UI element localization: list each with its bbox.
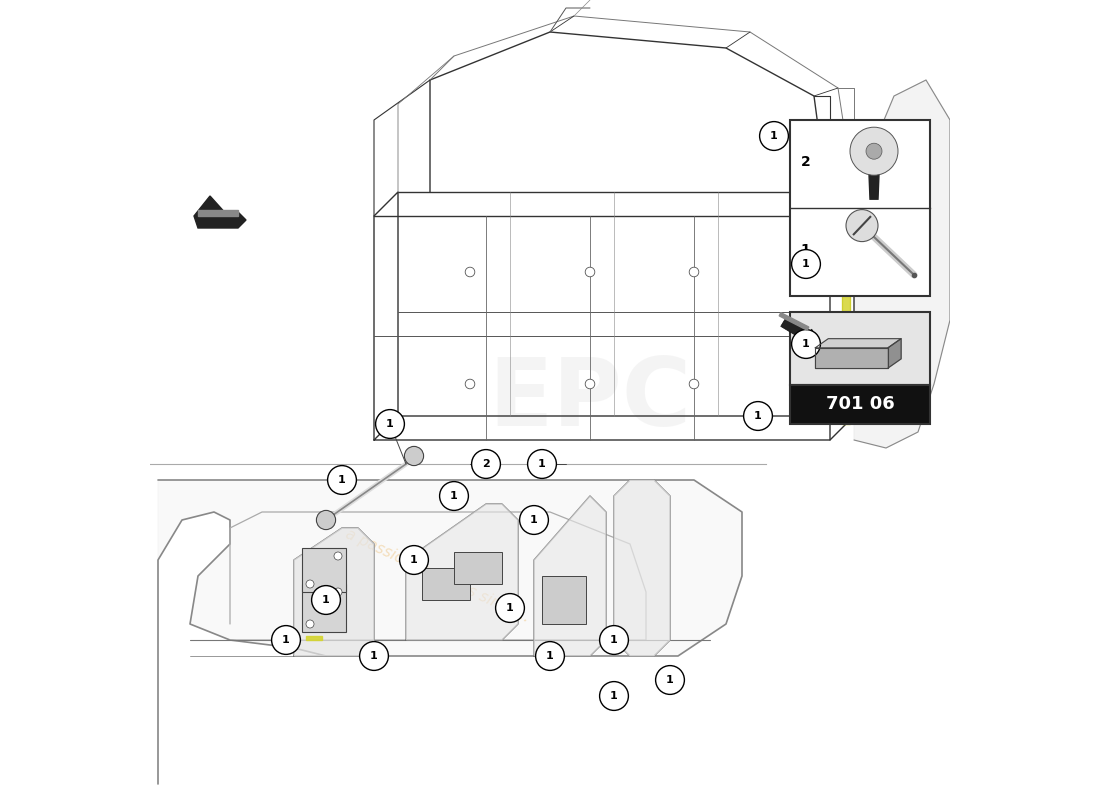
Text: 1: 1 bbox=[610, 691, 618, 701]
Text: 2: 2 bbox=[482, 459, 490, 469]
Text: 1: 1 bbox=[801, 243, 810, 258]
Circle shape bbox=[405, 446, 424, 466]
Text: 1: 1 bbox=[322, 595, 330, 605]
Text: 1: 1 bbox=[386, 419, 394, 429]
Circle shape bbox=[690, 267, 698, 277]
FancyBboxPatch shape bbox=[790, 312, 930, 385]
Text: 1: 1 bbox=[770, 131, 778, 141]
Circle shape bbox=[585, 379, 595, 389]
Circle shape bbox=[334, 552, 342, 560]
Circle shape bbox=[472, 450, 500, 478]
Circle shape bbox=[465, 267, 475, 277]
Circle shape bbox=[334, 588, 342, 596]
Circle shape bbox=[306, 620, 313, 628]
Polygon shape bbox=[614, 480, 670, 656]
Bar bbox=[454, 552, 502, 584]
Polygon shape bbox=[158, 480, 742, 784]
Text: 1: 1 bbox=[410, 555, 418, 565]
Circle shape bbox=[519, 506, 549, 534]
Text: 1: 1 bbox=[338, 475, 345, 485]
Circle shape bbox=[317, 510, 336, 530]
Text: a passion for parts since...: a passion for parts since... bbox=[343, 526, 532, 626]
Text: 1: 1 bbox=[802, 259, 810, 269]
Circle shape bbox=[272, 626, 300, 654]
FancyBboxPatch shape bbox=[790, 120, 930, 296]
FancyArrow shape bbox=[781, 318, 820, 344]
Polygon shape bbox=[194, 196, 246, 228]
Polygon shape bbox=[888, 338, 901, 368]
Text: 1: 1 bbox=[538, 459, 546, 469]
Polygon shape bbox=[854, 80, 950, 448]
FancyBboxPatch shape bbox=[790, 385, 930, 424]
Bar bbox=[302, 548, 346, 592]
Text: 1: 1 bbox=[506, 603, 514, 613]
Polygon shape bbox=[306, 636, 322, 640]
Polygon shape bbox=[815, 348, 888, 368]
Circle shape bbox=[792, 250, 821, 278]
Bar bbox=[542, 576, 586, 624]
Text: 701 06: 701 06 bbox=[826, 395, 894, 414]
Circle shape bbox=[600, 682, 628, 710]
Circle shape bbox=[399, 546, 428, 574]
Circle shape bbox=[528, 450, 557, 478]
Bar bbox=[302, 584, 346, 632]
Polygon shape bbox=[815, 338, 901, 348]
Wedge shape bbox=[850, 127, 898, 175]
Circle shape bbox=[328, 466, 356, 494]
Circle shape bbox=[585, 267, 595, 277]
Text: 1: 1 bbox=[802, 339, 810, 349]
Circle shape bbox=[656, 666, 684, 694]
Circle shape bbox=[846, 210, 878, 242]
Polygon shape bbox=[868, 159, 880, 199]
Circle shape bbox=[744, 402, 772, 430]
Text: EPC: EPC bbox=[488, 354, 692, 446]
Text: 1: 1 bbox=[370, 651, 378, 661]
Circle shape bbox=[306, 580, 313, 588]
Text: 1: 1 bbox=[530, 515, 538, 525]
Circle shape bbox=[760, 122, 789, 150]
Circle shape bbox=[360, 642, 388, 670]
Polygon shape bbox=[534, 496, 606, 656]
Circle shape bbox=[600, 626, 628, 654]
Polygon shape bbox=[294, 528, 374, 656]
Circle shape bbox=[465, 379, 475, 389]
Circle shape bbox=[311, 586, 340, 614]
Polygon shape bbox=[842, 344, 850, 424]
Circle shape bbox=[866, 143, 882, 159]
Text: 1: 1 bbox=[450, 491, 458, 501]
Circle shape bbox=[496, 594, 525, 622]
Text: 1: 1 bbox=[610, 635, 618, 645]
Circle shape bbox=[536, 642, 564, 670]
Text: 1: 1 bbox=[546, 651, 554, 661]
Circle shape bbox=[375, 410, 405, 438]
Polygon shape bbox=[198, 210, 238, 216]
Text: 1: 1 bbox=[755, 411, 762, 421]
Text: 1: 1 bbox=[667, 675, 674, 685]
Circle shape bbox=[440, 482, 469, 510]
Circle shape bbox=[690, 379, 698, 389]
Polygon shape bbox=[406, 504, 518, 640]
Text: 2: 2 bbox=[801, 155, 810, 170]
Polygon shape bbox=[779, 313, 808, 330]
Circle shape bbox=[792, 330, 821, 358]
Text: 1: 1 bbox=[282, 635, 290, 645]
Bar bbox=[422, 568, 470, 600]
Polygon shape bbox=[842, 224, 850, 320]
